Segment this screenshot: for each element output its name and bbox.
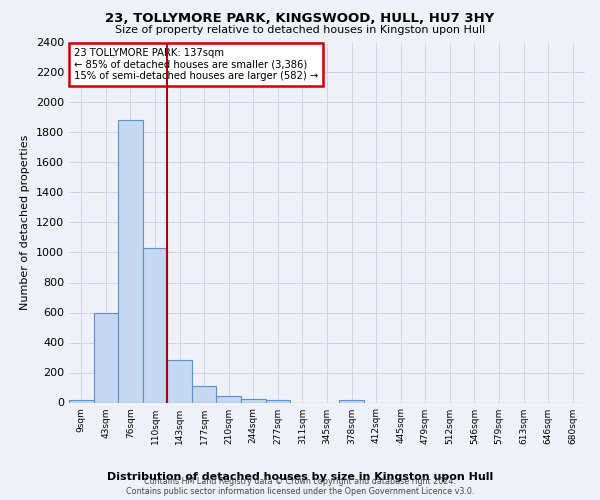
- Bar: [217, 396, 241, 402]
- Text: Distribution of detached houses by size in Kingston upon Hull: Distribution of detached houses by size …: [107, 472, 493, 482]
- Bar: [241, 398, 266, 402]
- Text: Contains HM Land Registry data © Crown copyright and database right 2024.
Contai: Contains HM Land Registry data © Crown c…: [126, 476, 474, 496]
- Bar: [167, 360, 192, 403]
- Bar: [69, 400, 94, 402]
- Bar: [143, 248, 167, 402]
- Bar: [339, 400, 364, 402]
- Text: 23, TOLLYMORE PARK, KINGSWOOD, HULL, HU7 3HY: 23, TOLLYMORE PARK, KINGSWOOD, HULL, HU7…: [106, 12, 494, 26]
- Y-axis label: Number of detached properties: Number of detached properties: [20, 135, 31, 310]
- Bar: [266, 400, 290, 402]
- Text: 23 TOLLYMORE PARK: 137sqm
← 85% of detached houses are smaller (3,386)
15% of se: 23 TOLLYMORE PARK: 137sqm ← 85% of detac…: [74, 48, 319, 81]
- Bar: [118, 120, 143, 402]
- Bar: [192, 386, 217, 402]
- Bar: [94, 312, 118, 402]
- Text: Size of property relative to detached houses in Kingston upon Hull: Size of property relative to detached ho…: [115, 25, 485, 35]
